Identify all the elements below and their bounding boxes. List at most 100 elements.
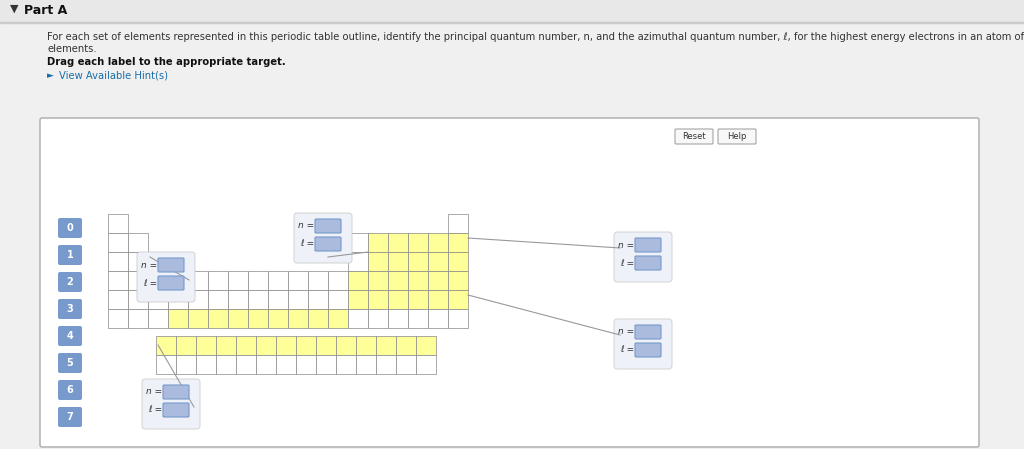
Bar bbox=[248, 290, 268, 309]
Bar bbox=[288, 271, 308, 290]
Bar bbox=[428, 271, 449, 290]
Bar bbox=[268, 271, 288, 290]
Bar bbox=[368, 309, 388, 328]
Bar bbox=[328, 290, 348, 309]
Bar bbox=[408, 290, 428, 309]
Bar bbox=[108, 271, 128, 290]
Text: n =: n = bbox=[145, 387, 162, 396]
Bar bbox=[128, 271, 148, 290]
Text: n =: n = bbox=[298, 221, 314, 230]
Bar bbox=[148, 290, 168, 309]
Text: elements.: elements. bbox=[47, 44, 96, 54]
Bar bbox=[216, 336, 236, 355]
FancyBboxPatch shape bbox=[58, 299, 82, 319]
Bar bbox=[408, 309, 428, 328]
FancyBboxPatch shape bbox=[163, 403, 189, 417]
Bar bbox=[128, 233, 148, 252]
Text: 1: 1 bbox=[67, 250, 74, 260]
Text: 4: 4 bbox=[67, 331, 74, 341]
FancyBboxPatch shape bbox=[58, 353, 82, 373]
Text: Part A: Part A bbox=[24, 4, 68, 17]
Bar bbox=[368, 233, 388, 252]
Bar bbox=[348, 271, 368, 290]
FancyBboxPatch shape bbox=[58, 272, 82, 292]
Bar bbox=[168, 290, 188, 309]
Bar bbox=[296, 336, 316, 355]
Bar bbox=[348, 290, 368, 309]
Bar bbox=[176, 336, 196, 355]
Bar bbox=[188, 271, 208, 290]
FancyBboxPatch shape bbox=[142, 379, 200, 429]
FancyBboxPatch shape bbox=[635, 325, 662, 339]
Bar bbox=[328, 309, 348, 328]
Bar bbox=[108, 290, 128, 309]
FancyBboxPatch shape bbox=[614, 319, 672, 369]
FancyBboxPatch shape bbox=[614, 232, 672, 282]
Bar bbox=[148, 271, 168, 290]
Bar bbox=[176, 355, 196, 374]
Text: 2: 2 bbox=[67, 277, 74, 287]
Bar bbox=[308, 290, 328, 309]
Text: 6: 6 bbox=[67, 385, 74, 395]
Bar bbox=[256, 355, 276, 374]
Bar bbox=[108, 309, 128, 328]
Bar bbox=[128, 290, 148, 309]
Bar bbox=[248, 309, 268, 328]
Bar bbox=[348, 252, 368, 271]
Bar bbox=[336, 355, 356, 374]
Bar bbox=[156, 336, 176, 355]
Bar bbox=[228, 309, 248, 328]
Text: n =: n = bbox=[617, 327, 634, 336]
Bar bbox=[228, 271, 248, 290]
Bar bbox=[449, 290, 468, 309]
Bar bbox=[449, 233, 468, 252]
Bar bbox=[449, 252, 468, 271]
FancyBboxPatch shape bbox=[58, 245, 82, 265]
Text: 5: 5 bbox=[67, 358, 74, 368]
Bar bbox=[256, 336, 276, 355]
Bar bbox=[128, 309, 148, 328]
Bar bbox=[328, 271, 348, 290]
Text: ℓ =: ℓ = bbox=[620, 259, 634, 268]
FancyBboxPatch shape bbox=[635, 256, 662, 270]
Bar bbox=[316, 355, 336, 374]
Bar bbox=[108, 252, 128, 271]
Bar bbox=[296, 355, 316, 374]
Bar bbox=[368, 290, 388, 309]
FancyBboxPatch shape bbox=[294, 213, 352, 263]
FancyBboxPatch shape bbox=[718, 129, 756, 144]
Bar bbox=[268, 290, 288, 309]
Bar bbox=[168, 309, 188, 328]
Bar bbox=[236, 336, 256, 355]
Bar bbox=[316, 336, 336, 355]
Bar bbox=[388, 252, 408, 271]
Bar bbox=[408, 233, 428, 252]
FancyBboxPatch shape bbox=[635, 343, 662, 357]
Bar bbox=[428, 233, 449, 252]
Bar bbox=[0, 0, 1024, 22]
FancyBboxPatch shape bbox=[315, 237, 341, 251]
Bar bbox=[156, 355, 176, 374]
Text: ℓ =: ℓ = bbox=[300, 239, 314, 248]
FancyBboxPatch shape bbox=[58, 218, 82, 238]
Text: View Available Hint(s): View Available Hint(s) bbox=[59, 71, 168, 81]
Bar bbox=[348, 309, 368, 328]
Bar bbox=[308, 309, 328, 328]
Bar bbox=[276, 336, 296, 355]
Bar bbox=[428, 309, 449, 328]
Text: Reset: Reset bbox=[682, 132, 706, 141]
Text: 3: 3 bbox=[67, 304, 74, 314]
Bar bbox=[449, 214, 468, 233]
Text: n =: n = bbox=[617, 241, 634, 250]
Bar bbox=[388, 309, 408, 328]
Bar bbox=[388, 271, 408, 290]
Bar bbox=[236, 355, 256, 374]
Bar bbox=[376, 355, 396, 374]
Bar bbox=[128, 252, 148, 271]
Bar bbox=[196, 336, 216, 355]
Bar bbox=[376, 336, 396, 355]
Bar bbox=[288, 290, 308, 309]
Bar bbox=[408, 271, 428, 290]
FancyBboxPatch shape bbox=[315, 219, 341, 233]
FancyBboxPatch shape bbox=[158, 258, 184, 272]
